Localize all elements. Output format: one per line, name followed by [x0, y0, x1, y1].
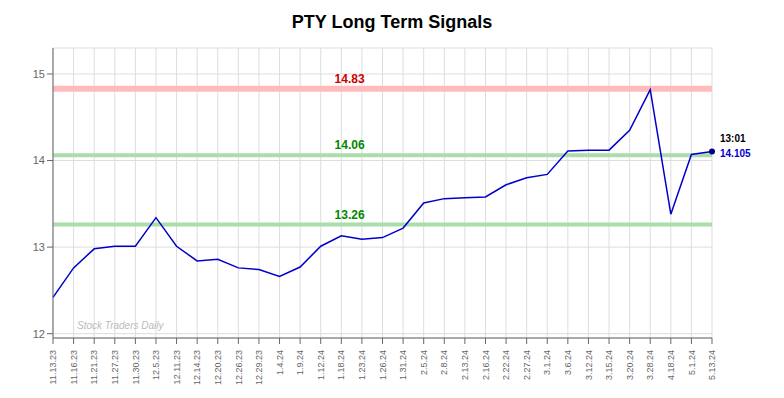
svg-text:14.06: 14.06 [335, 138, 365, 152]
svg-text:2.16.24: 2.16.24 [481, 350, 491, 380]
svg-text:1.26.24: 1.26.24 [378, 350, 388, 380]
svg-text:3.20.24: 3.20.24 [625, 350, 635, 380]
svg-text:4.18.24: 4.18.24 [666, 350, 676, 380]
svg-text:1.12.24: 1.12.24 [316, 350, 326, 380]
svg-text:12.11.23: 12.11.23 [172, 350, 182, 384]
svg-text:11.27.23: 11.27.23 [110, 350, 120, 384]
svg-text:3.6.24: 3.6.24 [563, 350, 573, 375]
svg-text:14: 14 [33, 154, 45, 166]
svg-text:12.20.23: 12.20.23 [213, 350, 223, 385]
svg-text:11.21.23: 11.21.23 [89, 350, 99, 384]
svg-text:2.13.24: 2.13.24 [460, 350, 470, 380]
svg-text:5.13.24: 5.13.24 [707, 350, 717, 380]
svg-text:1.9.24: 1.9.24 [295, 350, 305, 375]
svg-text:15: 15 [33, 68, 45, 80]
svg-text:1.4.24: 1.4.24 [275, 350, 285, 375]
svg-text:3.12.24: 3.12.24 [584, 350, 594, 380]
svg-text:12: 12 [33, 328, 45, 340]
svg-text:3.1.24: 3.1.24 [542, 350, 552, 375]
svg-text:1.31.24: 1.31.24 [398, 350, 408, 380]
svg-text:5.1.24: 5.1.24 [687, 350, 697, 375]
svg-text:1.23.24: 1.23.24 [357, 350, 367, 380]
svg-text:13:01: 13:01 [720, 133, 746, 144]
svg-text:2.5.24: 2.5.24 [419, 350, 429, 375]
svg-text:2.27.24: 2.27.24 [522, 350, 532, 380]
svg-text:3.28.24: 3.28.24 [645, 350, 655, 380]
svg-text:11.13.23: 11.13.23 [48, 350, 58, 384]
svg-text:3.15.24: 3.15.24 [604, 350, 614, 380]
html-text:Stock Traders Daily: Stock Traders Daily [77, 320, 164, 331]
svg-text:13.26: 13.26 [335, 208, 365, 222]
svg-text:2.8.24: 2.8.24 [439, 350, 449, 375]
svg-text:1.18.24: 1.18.24 [336, 350, 346, 380]
svg-text:12.29.23: 12.29.23 [254, 350, 264, 385]
svg-text:12.26.23: 12.26.23 [233, 350, 243, 385]
svg-text:12.14.23: 12.14.23 [192, 350, 202, 385]
html-text:PTY Long Term Signals: PTY Long Term Signals [291, 12, 493, 32]
svg-text:14.105: 14.105 [720, 148, 751, 159]
svg-text:12.5.23: 12.5.23 [151, 350, 161, 380]
svg-text:11.30.23: 11.30.23 [131, 350, 141, 384]
svg-text:14.83: 14.83 [335, 72, 365, 86]
svg-text:2.22.24: 2.22.24 [501, 350, 511, 380]
svg-text:13: 13 [33, 241, 45, 253]
svg-text:11.16.23: 11.16.23 [69, 350, 79, 384]
